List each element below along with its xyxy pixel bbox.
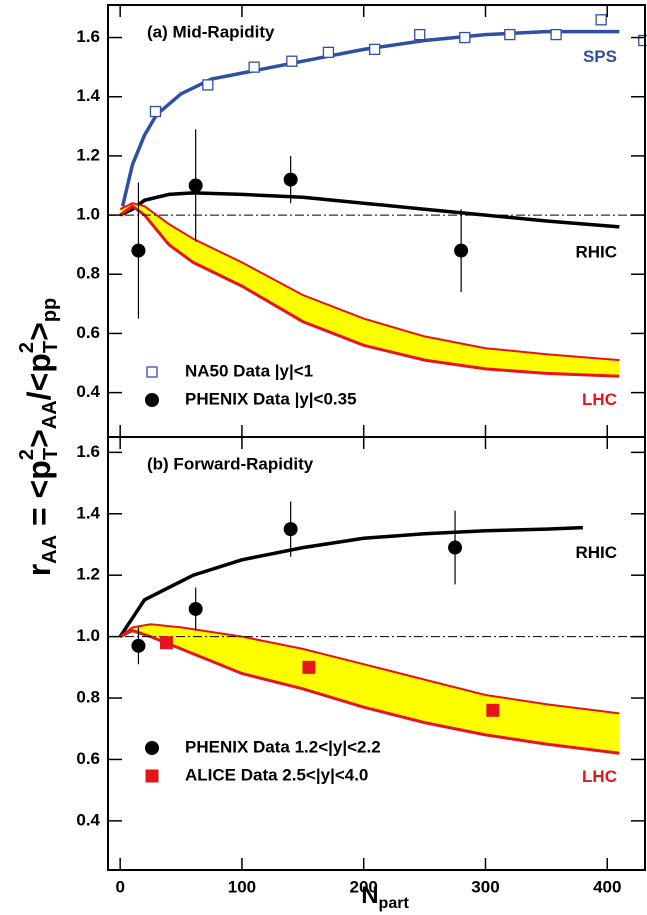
data-point (248, 61, 260, 73)
data-point (486, 703, 500, 717)
data-point (131, 243, 146, 258)
data-point (283, 172, 298, 187)
x-title-part: N (361, 882, 378, 909)
legend-label: NA50 Data |y|<1 (185, 361, 313, 380)
curve (120, 29, 620, 207)
data-point (202, 79, 214, 91)
panel: SPS RHIC LHC NA50 Data |y|<1 PHENIX Data |y|… (76, 4, 647, 438)
y-tick-label: 1.0 (76, 626, 100, 645)
y-tick-label: 0.4 (76, 810, 100, 829)
data-point (286, 55, 298, 67)
x-tick-label: 300 (471, 877, 499, 896)
legend-entry: ALICE Data 2.5<|y|<4.0 (145, 765, 368, 784)
y-tick-label: 1.4 (76, 86, 100, 105)
y-title-part: 2 (16, 449, 38, 460)
y-title-part: > (21, 429, 57, 448)
band-area (120, 624, 620, 754)
y-tick-label: 1.2 (76, 145, 100, 164)
y-title-part: T (40, 448, 62, 460)
y-tick-label: 0.6 (76, 749, 100, 768)
curve-label: LHC (582, 390, 617, 409)
legend-label: PHENIX Data |y|<0.35 (185, 389, 357, 408)
x-tick-label: 200 (350, 877, 378, 896)
band-upper (119, 202, 620, 362)
x-tick-label: 400 (593, 877, 621, 896)
data-point (638, 34, 647, 47)
data-point (454, 243, 469, 258)
y-title-part: = <p (21, 460, 57, 535)
y-title-part: > (21, 322, 57, 341)
data-point (448, 540, 463, 555)
curve-label: RHIC (575, 543, 617, 562)
data-point (188, 601, 203, 616)
data-point (322, 46, 335, 58)
legend-entry: PHENIX Data 1.2<|y|<2.2 (145, 737, 381, 756)
data-point (369, 43, 381, 56)
x-tick-label: 100 (228, 877, 256, 896)
band-lower (119, 628, 620, 755)
y-title-part: T (40, 341, 62, 353)
y-title-part: 2 (16, 342, 38, 353)
legend-marker (146, 366, 158, 378)
data-point (550, 28, 562, 41)
data-point (414, 28, 426, 41)
y-title-part: AA (39, 400, 61, 429)
legend-marker (145, 741, 159, 755)
plot-frame (107, 436, 646, 871)
x-axis-title: Npart (361, 882, 409, 912)
band-area (120, 203, 620, 377)
y-tick-label: 1.0 (76, 205, 100, 224)
y-title-part: AA (39, 535, 61, 564)
y-tick-label: 0.8 (76, 264, 100, 283)
y-title-part: /<p (21, 353, 57, 400)
legend-marker (145, 769, 159, 783)
curve (119, 191, 620, 229)
legend-entry: NA50 Data |y|<1 (146, 361, 313, 380)
y-title-part: pp (39, 298, 61, 322)
data-point (504, 28, 516, 41)
panel-title: (b) Forward-Rapidity (147, 454, 314, 473)
curve-label: LHC (582, 767, 617, 786)
y-tick-label: 0.6 (76, 323, 100, 342)
x-title-part: part (379, 895, 410, 912)
legend-entry: PHENIX Data |y|<0.35 (145, 389, 357, 408)
data-point (149, 105, 162, 118)
panel-title: (a) Mid-Rapidity (147, 22, 275, 41)
legend-marker (145, 393, 159, 407)
data-point (283, 522, 298, 537)
y-tick-label: 1.2 (76, 565, 100, 584)
legend-label: ALICE Data 2.5<|y|<4.0 (185, 765, 368, 784)
curve-label: SPS (583, 47, 617, 66)
data-point (459, 31, 471, 44)
legend-label: PHENIX Data 1.2<|y|<2.2 (185, 737, 381, 756)
x-tick-label: 0 (115, 877, 124, 896)
data-point (302, 660, 316, 674)
band-lower (119, 204, 620, 378)
band-upper (119, 623, 620, 715)
y-axis-title: rAA = <p2 T>AA/<p2 T>pp (16, 298, 62, 577)
curve-label: RHIC (575, 242, 617, 261)
y-tick-label: 1.6 (76, 442, 100, 461)
panel: RHIC LHC PHENIX Data 1.2<|y|<2.2 ALICE Data… (76, 436, 646, 912)
y-tick-label: 0.8 (76, 688, 100, 707)
data-point (188, 178, 203, 193)
y-tick-label: 1.6 (76, 27, 100, 46)
y-tick-label: 0.4 (76, 382, 100, 401)
curve (118, 525, 583, 638)
y-title-part: r (21, 564, 57, 576)
y-tick-label: 1.4 (76, 503, 100, 522)
data-point (595, 14, 607, 26)
data-point (131, 638, 146, 653)
data-point (159, 636, 173, 650)
